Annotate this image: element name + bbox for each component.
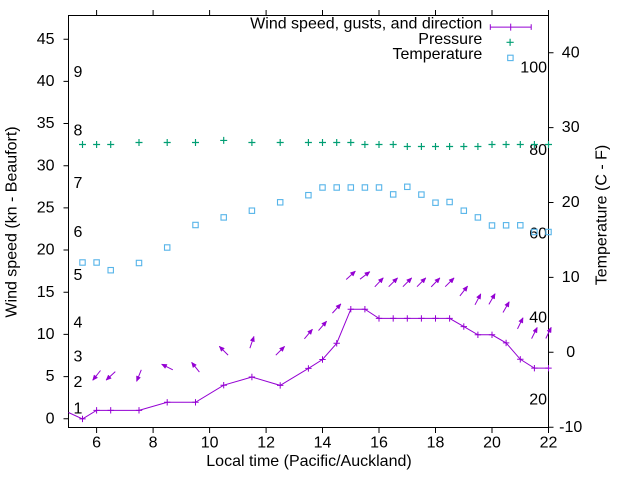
- svg-text:1: 1: [74, 401, 83, 418]
- svg-text:8: 8: [74, 123, 83, 140]
- svg-text:8: 8: [149, 435, 158, 452]
- svg-text:20: 20: [483, 435, 501, 452]
- svg-text:4: 4: [74, 315, 83, 332]
- svg-text:Temperature (C - F): Temperature (C - F): [594, 145, 611, 285]
- svg-text:Wind speed, gusts, and directi: Wind speed, gusts, and direction: [250, 16, 482, 33]
- svg-text:35: 35: [37, 115, 55, 132]
- svg-text:40: 40: [562, 44, 580, 61]
- svg-text:0: 0: [46, 410, 55, 427]
- svg-text:5: 5: [74, 267, 83, 284]
- svg-text:40: 40: [37, 73, 55, 90]
- svg-text:30: 30: [37, 157, 55, 174]
- svg-text:20: 20: [562, 194, 580, 211]
- svg-text:30: 30: [562, 119, 580, 136]
- svg-text:Pressure: Pressure: [418, 31, 482, 48]
- svg-text:20: 20: [37, 242, 55, 259]
- svg-text:10: 10: [37, 326, 55, 343]
- svg-text:Wind speed (kn - Beaufort): Wind speed (kn - Beaufort): [4, 126, 21, 317]
- svg-text:Local time (Pacific/Auckland): Local time (Pacific/Auckland): [206, 453, 411, 470]
- svg-text:-10: -10: [559, 419, 582, 436]
- svg-text:14: 14: [314, 435, 332, 452]
- svg-text:20: 20: [529, 392, 547, 409]
- svg-text:45: 45: [37, 31, 55, 48]
- svg-text:9: 9: [74, 64, 83, 81]
- svg-text:12: 12: [257, 435, 275, 452]
- svg-text:0: 0: [566, 344, 575, 361]
- svg-text:Temperature: Temperature: [392, 46, 482, 63]
- svg-text:10: 10: [201, 435, 219, 452]
- svg-text:18: 18: [427, 435, 445, 452]
- svg-text:10: 10: [562, 269, 580, 286]
- svg-text:7: 7: [74, 175, 83, 192]
- svg-text:80: 80: [529, 142, 547, 159]
- svg-text:16: 16: [370, 435, 388, 452]
- svg-text:25: 25: [37, 200, 55, 217]
- svg-text:5: 5: [46, 368, 55, 385]
- svg-text:22: 22: [540, 435, 558, 452]
- svg-text:40: 40: [529, 309, 547, 326]
- svg-text:3: 3: [74, 349, 83, 366]
- svg-text:6: 6: [74, 224, 83, 241]
- svg-text:15: 15: [37, 284, 55, 301]
- svg-text:100: 100: [520, 60, 547, 77]
- svg-text:6: 6: [92, 435, 101, 452]
- svg-text:2: 2: [74, 374, 83, 391]
